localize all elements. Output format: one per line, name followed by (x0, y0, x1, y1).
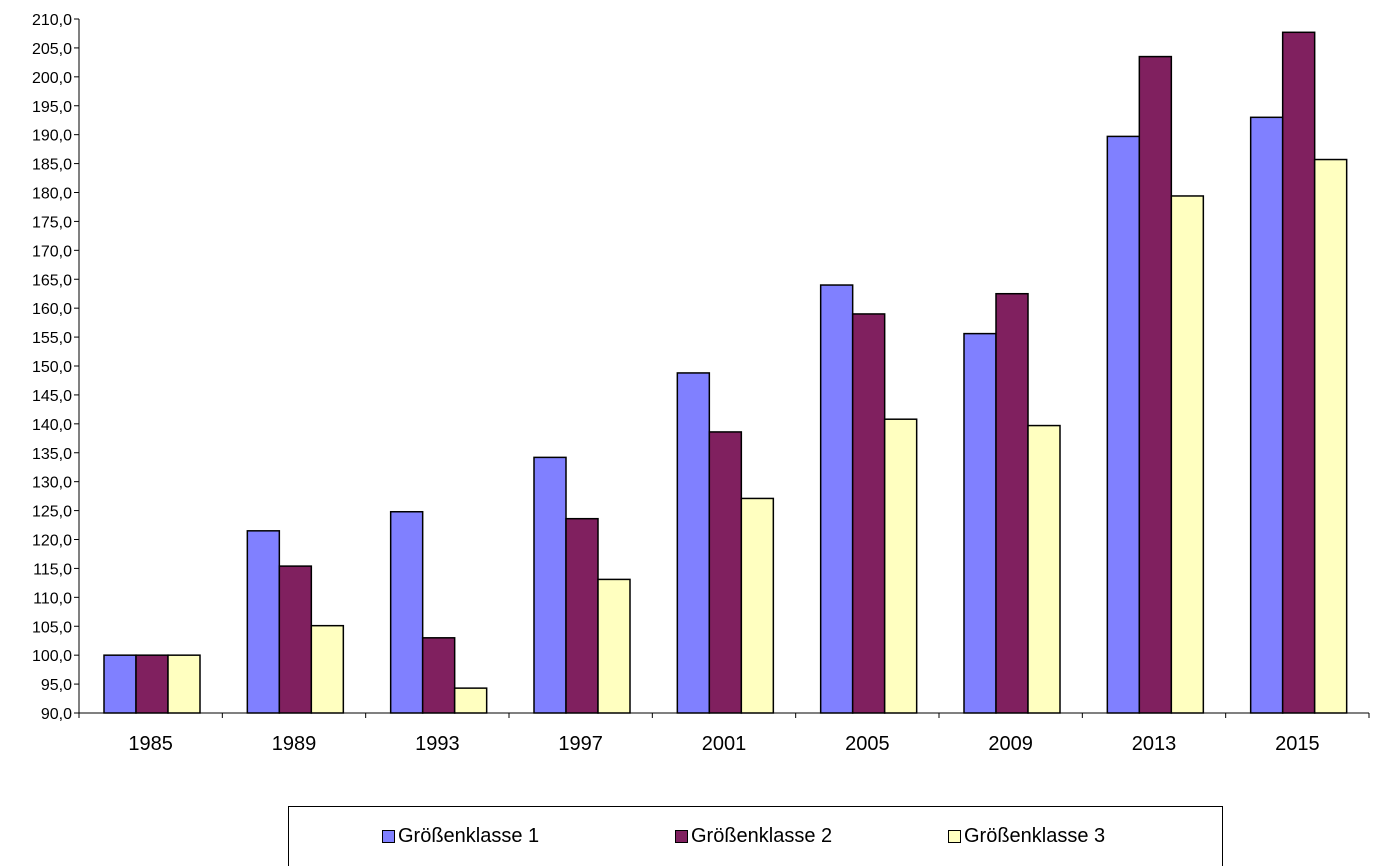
y-tick-label: 100,0 (32, 648, 72, 665)
legend-label-series-2: Größenklasse 2 (691, 825, 833, 847)
legend-item-series-3: Größenklasse 3 (948, 825, 1105, 848)
bar-series-2-1989 (278, 565, 313, 714)
y-tick-label: 150,0 (32, 359, 72, 376)
y-tick-label: 95,0 (41, 677, 72, 694)
bar-series-2-2009 (995, 292, 1029, 714)
bar-series-3-1985 (167, 654, 201, 714)
bar-series-3-1997 (597, 578, 631, 714)
y-tick-label: 185,0 (32, 157, 72, 174)
bar-series-2-1993 (421, 637, 456, 714)
bar-series-3-2013 (1170, 195, 1205, 714)
y-tick-label: 140,0 (32, 417, 72, 434)
bar-series-1-1993 (389, 510, 424, 714)
legend-label-series-3: Größenklasse 3 (964, 825, 1106, 847)
x-category-label: 1989 (272, 733, 317, 755)
y-tick-label: 130,0 (32, 475, 72, 492)
bar-series-1-2009 (963, 332, 997, 714)
x-category-label: 2005 (845, 733, 890, 755)
bar-series-2-2015 (1281, 31, 1316, 714)
x-category-label: 1993 (415, 733, 460, 755)
legend-swatch-series-1 (382, 830, 395, 843)
bar-series-2-2005 (851, 313, 886, 714)
y-tick-label: 105,0 (32, 619, 72, 636)
y-tick-label: 170,0 (32, 243, 72, 260)
bar-series-1-2013 (1106, 135, 1141, 714)
x-category-label: 1997 (558, 733, 603, 755)
y-tick-label: 205,0 (32, 41, 72, 58)
y-tick-label: 175,0 (32, 214, 72, 231)
y-tick-label: 165,0 (32, 272, 72, 289)
bar-series-1-1989 (246, 530, 281, 714)
y-tick-label: 125,0 (32, 504, 72, 521)
y-tick-label: 110,0 (33, 590, 72, 607)
x-category-label: 2013 (1132, 733, 1177, 755)
bar-series-2-1997 (565, 517, 599, 714)
x-category-label: 2015 (1275, 733, 1320, 755)
x-category-label: 2001 (702, 733, 747, 755)
y-tick-label: 210,0 (32, 12, 72, 29)
y-tick-label: 115,0 (33, 561, 72, 578)
y-tick-label: 155,0 (32, 330, 72, 347)
y-tick-label: 160,0 (32, 301, 72, 318)
legend: Größenklasse 1 Größenklasse 2 Größenklas… (288, 806, 1223, 866)
bar-series-1-1985 (103, 654, 137, 714)
bar-series-1-2005 (819, 284, 854, 714)
bars-group (103, 31, 1348, 714)
bar-series-3-1989 (310, 624, 345, 714)
y-tick-label: 145,0 (32, 388, 72, 405)
bar-series-1-2015 (1249, 116, 1284, 714)
legend-item-series-2: Größenklasse 2 (675, 825, 832, 848)
y-tick-label: 200,0 (32, 70, 72, 87)
bar-series-1-2001 (676, 372, 711, 714)
bar-series-2-1985 (135, 654, 169, 714)
bar-series-3-2001 (740, 497, 775, 714)
y-tick-label: 120,0 (32, 533, 72, 550)
axes-group: 90,0 95,0 100,0 105,0 110,0 115,0 120,0 125,0 13… (32, 12, 1370, 755)
y-tick-label: 135,0 (32, 446, 72, 463)
legend-swatch-series-2 (675, 830, 688, 843)
y-tick-label: 90,0 (41, 706, 72, 723)
y-tick-label: 180,0 (32, 186, 72, 203)
y-tick-label: 190,0 (32, 128, 72, 145)
bar-series-3-2005 (883, 418, 918, 714)
y-tick-label: 195,0 (32, 99, 72, 116)
bar-series-1-1997 (533, 456, 567, 714)
x-category-label: 1985 (128, 733, 173, 755)
bar-series-2-2013 (1138, 55, 1173, 714)
bar-series-3-2009 (1027, 424, 1061, 714)
x-category-label: 2009 (988, 733, 1033, 755)
bar-series-3-1993 (453, 687, 488, 714)
bar-series-3-2015 (1313, 158, 1348, 714)
legend-label-series-1: Größenklasse 1 (398, 825, 540, 847)
bar-series-2-2001 (708, 431, 743, 714)
legend-swatch-series-3 (948, 830, 961, 843)
legend-item-series-1: Größenklasse 1 (382, 825, 539, 848)
